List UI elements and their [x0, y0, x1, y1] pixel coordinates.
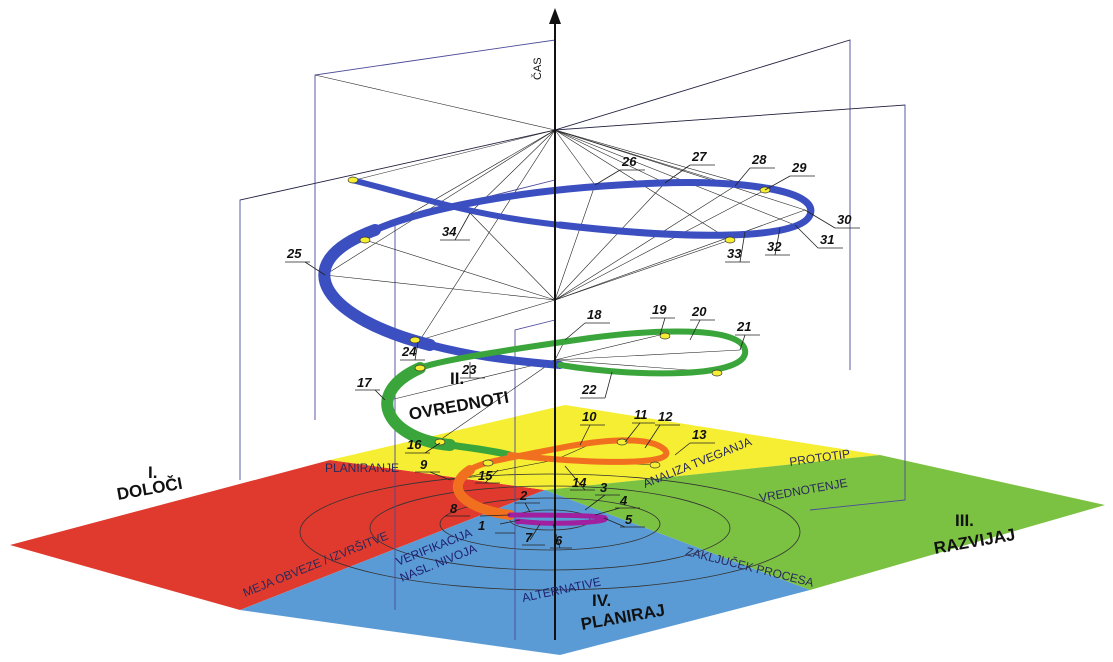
time-axis-label: ČAS — [531, 57, 544, 80]
spiral-turn-orange — [452, 437, 670, 520]
step-label-12: 12 — [658, 409, 673, 424]
step-label-26: 26 — [621, 154, 637, 169]
quadrant-determine-number: I. — [148, 463, 157, 482]
step-label-2: 2 — [519, 488, 528, 503]
step-label-17: 17 — [357, 375, 372, 390]
step-label-7: 7 — [525, 530, 533, 545]
quadrant-develop — [545, 455, 1105, 590]
step-label-33: 33 — [727, 246, 742, 261]
radial-lines — [239, 39, 906, 481]
step-label-8: 8 — [450, 501, 458, 516]
step-label-3: 3 — [600, 480, 608, 495]
quadrant-plan-number: IV. — [592, 591, 611, 610]
step-label-29: 29 — [791, 160, 807, 175]
quadrant-evaluate-title: OVREDNOTI — [407, 388, 510, 424]
step-label-19: 19 — [652, 302, 667, 317]
quadrant-determine — [10, 460, 545, 610]
quadrant-determine-title: DOLOČI — [115, 474, 183, 504]
milestone-markers — [347, 176, 771, 469]
step-label-18: 18 — [587, 307, 602, 322]
step-label-11: 11 — [634, 407, 648, 422]
step-label-30: 30 — [837, 212, 852, 227]
label-planning: PLANIRANJE — [325, 461, 399, 475]
step-label-27: 27 — [691, 149, 707, 164]
step-label-28: 28 — [751, 152, 767, 167]
step-label-4: 4 — [619, 493, 628, 508]
step-label-20: 20 — [691, 304, 707, 319]
step-label-21: 21 — [736, 319, 751, 334]
step-label-1: 1 — [478, 518, 485, 533]
step-label-31: 31 — [820, 232, 834, 247]
step-numbers: 1 2 3 4 5 6 7 8 9 10 11 12 13 14 15 16 1… — [286, 149, 852, 548]
step-label-23: 23 — [461, 362, 477, 377]
quadrant-evaluate-number: II. — [450, 369, 464, 388]
step-label-14: 14 — [572, 475, 587, 490]
time-axis-arrowhead — [549, 8, 561, 24]
spiral-turn-purple — [507, 512, 608, 526]
quadrant-develop-number: III. — [955, 511, 974, 530]
step-label-9: 9 — [420, 457, 428, 472]
spiral-turn-blue — [318, 177, 815, 369]
step-label-5: 5 — [625, 512, 633, 527]
step-label-22: 22 — [581, 382, 597, 397]
step-label-10: 10 — [582, 409, 597, 424]
step-label-15: 15 — [478, 468, 493, 483]
step-label-6: 6 — [555, 533, 563, 548]
quadrant-plan — [240, 490, 810, 655]
step-label-13: 13 — [692, 427, 707, 442]
step-label-34: 34 — [442, 224, 457, 239]
step-label-25: 25 — [286, 246, 302, 261]
step-label-32: 32 — [767, 239, 782, 254]
step-label-24: 24 — [401, 344, 417, 359]
step-label-16: 16 — [407, 437, 422, 452]
step-leaders — [285, 164, 860, 549]
